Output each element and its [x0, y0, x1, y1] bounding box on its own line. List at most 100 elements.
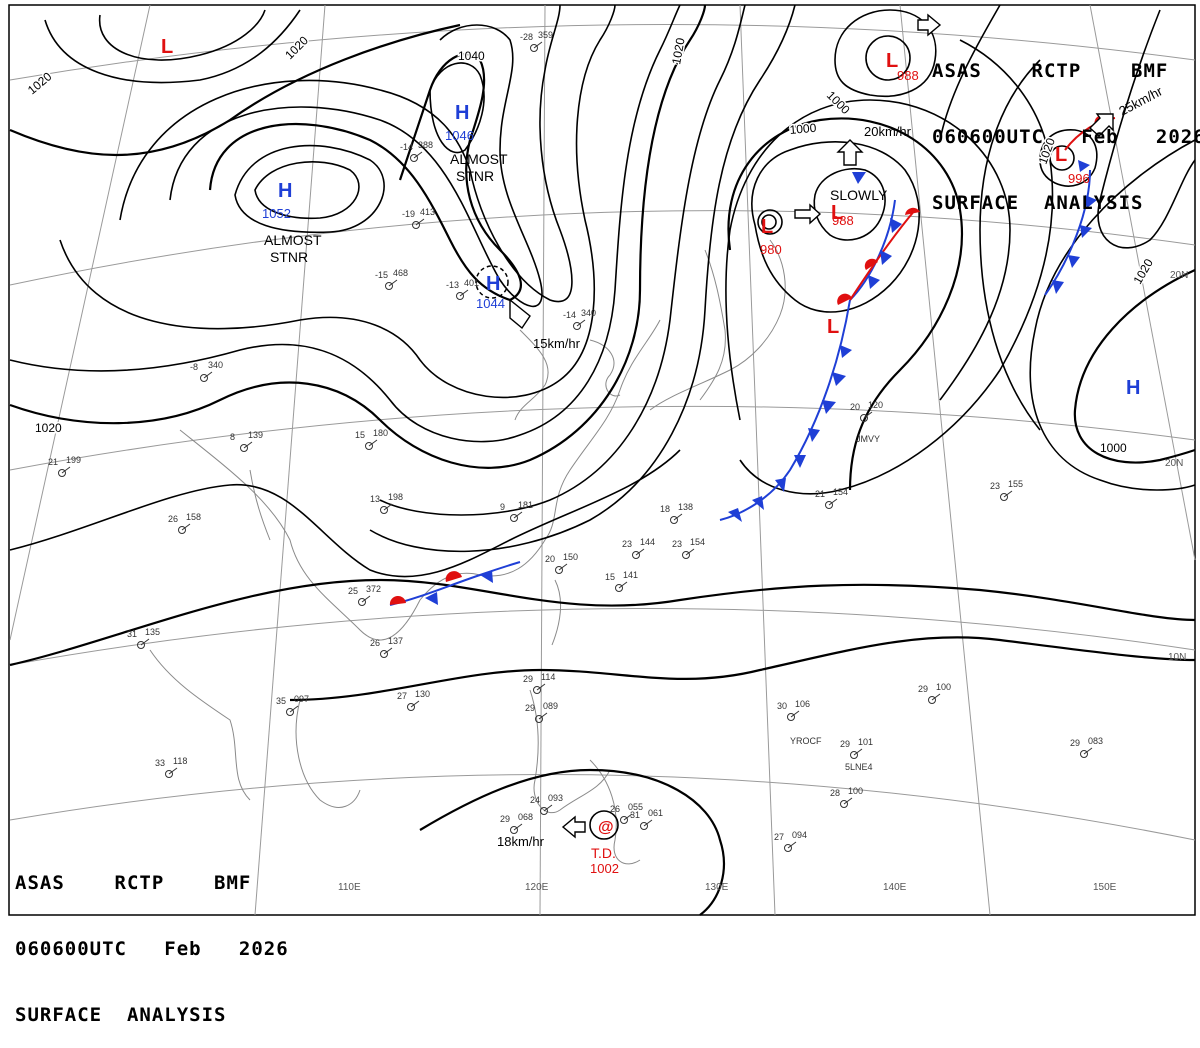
arrow-icon — [836, 139, 864, 166]
station-plot: 21 154 — [815, 487, 848, 509]
station-pressure: 199 — [66, 455, 81, 465]
station-temp: 21 — [48, 457, 58, 467]
station-plot: 15 180 — [355, 428, 388, 450]
station-temp: 33 — [155, 758, 165, 768]
station-plot: -28 359 — [520, 30, 553, 52]
isobar-label: 1000 — [789, 121, 817, 137]
station-pressure: 340 — [581, 308, 596, 318]
high-symbol: H — [455, 102, 469, 124]
station-temp: 26 — [168, 514, 178, 524]
warm-front — [849, 209, 916, 301]
td-symbol: @ — [598, 819, 614, 836]
station-plot: -13 401 — [446, 278, 479, 300]
station-temp: 8 — [230, 432, 235, 442]
station-pressure: 180 — [373, 428, 388, 438]
station-plot: 28 100 — [830, 786, 863, 808]
station-temp: 20 — [545, 554, 555, 564]
station-circle — [787, 713, 795, 721]
station-pressure: 401 — [464, 278, 479, 288]
pressure-value: 988 — [832, 213, 854, 228]
stationary-front-south — [389, 561, 521, 606]
station-pressure: 413 — [420, 207, 435, 217]
speed-label-15: 15km/hr — [533, 336, 581, 351]
station-temp: -8 — [190, 362, 198, 372]
station-temp: 29 — [500, 814, 510, 824]
station-temp: 28 — [830, 788, 840, 798]
station-pressure: 097 — [294, 694, 309, 704]
station-plot: 24 093 — [530, 793, 563, 815]
lon-label: 150E — [1093, 882, 1117, 893]
station-temp: 21 — [815, 489, 825, 499]
high-center-circle — [475, 265, 509, 299]
station-circle — [380, 650, 388, 658]
station-temp: 23 — [672, 539, 682, 549]
station-circle — [620, 816, 628, 824]
station-plot: -15 468 — [375, 268, 408, 290]
pressure-value: 1052 — [262, 206, 291, 221]
station-pressure: 068 — [518, 812, 533, 822]
pressure-value: 996 — [1068, 171, 1090, 186]
station-plot: 15 141 — [605, 570, 638, 592]
station-circle — [825, 501, 833, 509]
station-circle — [137, 641, 145, 649]
station-temp: -15 — [375, 270, 388, 280]
station-plot: 21 199 — [48, 455, 81, 477]
station-circle — [165, 770, 173, 778]
station-temp: 13 — [370, 494, 380, 504]
station-plot: -14 340 — [563, 308, 596, 330]
lon-label: 120E — [525, 882, 549, 893]
station-pressure: 198 — [388, 492, 403, 502]
station-temp: 23 — [990, 481, 1000, 491]
pressure-value: 1044 — [476, 296, 505, 311]
high-symbol: H — [486, 273, 500, 295]
surface-analysis-map: -28 359-14 388-19 413-15 468-13 401-14 340-8 34… — [8, 4, 1196, 916]
station-plot: 18 138 — [660, 502, 693, 524]
isobar-label: 1020 — [282, 33, 311, 62]
station-pressure: 468 — [393, 268, 408, 278]
isobar-label: 1040 — [458, 49, 485, 63]
header-top: ASAS RCTP BMF 060600UTC Feb 2026 SURFACE… — [932, 16, 1200, 236]
low-symbol: L — [761, 216, 773, 238]
coastlines — [149, 239, 786, 865]
station-temp: 9 — [500, 502, 505, 512]
station-pressure: 155 — [1008, 479, 1023, 489]
station-plot: 23 155 — [990, 479, 1023, 501]
station-plot: 29 089 — [525, 701, 558, 723]
station-circle — [412, 221, 420, 229]
station-plot: 23 144 — [622, 537, 655, 559]
header-line-2: 060600UTC Feb 2026 — [15, 938, 289, 960]
station-circle — [510, 514, 518, 522]
station-circle — [286, 708, 294, 716]
station-plot: 35 097 — [276, 694, 309, 716]
station-plot: 13 198 — [370, 492, 403, 514]
header-line-2: 060600UTC Feb 2026 — [932, 126, 1200, 148]
station-pressure: 106 — [795, 699, 810, 709]
station-id: YROCF — [790, 736, 822, 746]
grid-labels: 20N 20N 10N 110E 120E 130E 140E 150E — [338, 270, 1188, 893]
station-temp: 15 — [605, 572, 615, 582]
station-circle — [850, 751, 858, 759]
station-plots: -28 359-14 388-19 413-15 468-13 401-14 340-8 34… — [48, 30, 1103, 852]
station-pressure: 114 — [541, 672, 555, 682]
station-temp: -28 — [520, 32, 533, 42]
station-circle — [632, 551, 640, 559]
station-circle — [540, 807, 548, 815]
station-temp: 27 — [774, 832, 784, 842]
station-temp: 35 — [276, 696, 286, 706]
station-circle — [640, 822, 648, 830]
slowly-label: SLOWLY — [830, 187, 888, 203]
station-circle — [510, 826, 518, 834]
station-pressure: 138 — [678, 502, 693, 512]
header-line-1: ASAS RCTP BMF — [932, 60, 1169, 82]
speed-label-20: 20km/hr — [864, 124, 912, 139]
low-symbol: L — [1055, 144, 1067, 166]
graticule — [9, 4, 1196, 916]
station-circle — [58, 469, 66, 477]
almost-stnr-label-1: ALMOST STNR — [450, 151, 508, 184]
station-circle — [530, 44, 538, 52]
station-id: 5LNE4 — [845, 762, 873, 772]
high-symbol: H — [278, 180, 292, 202]
station-circle — [682, 551, 690, 559]
station-pressure: 150 — [563, 552, 578, 562]
